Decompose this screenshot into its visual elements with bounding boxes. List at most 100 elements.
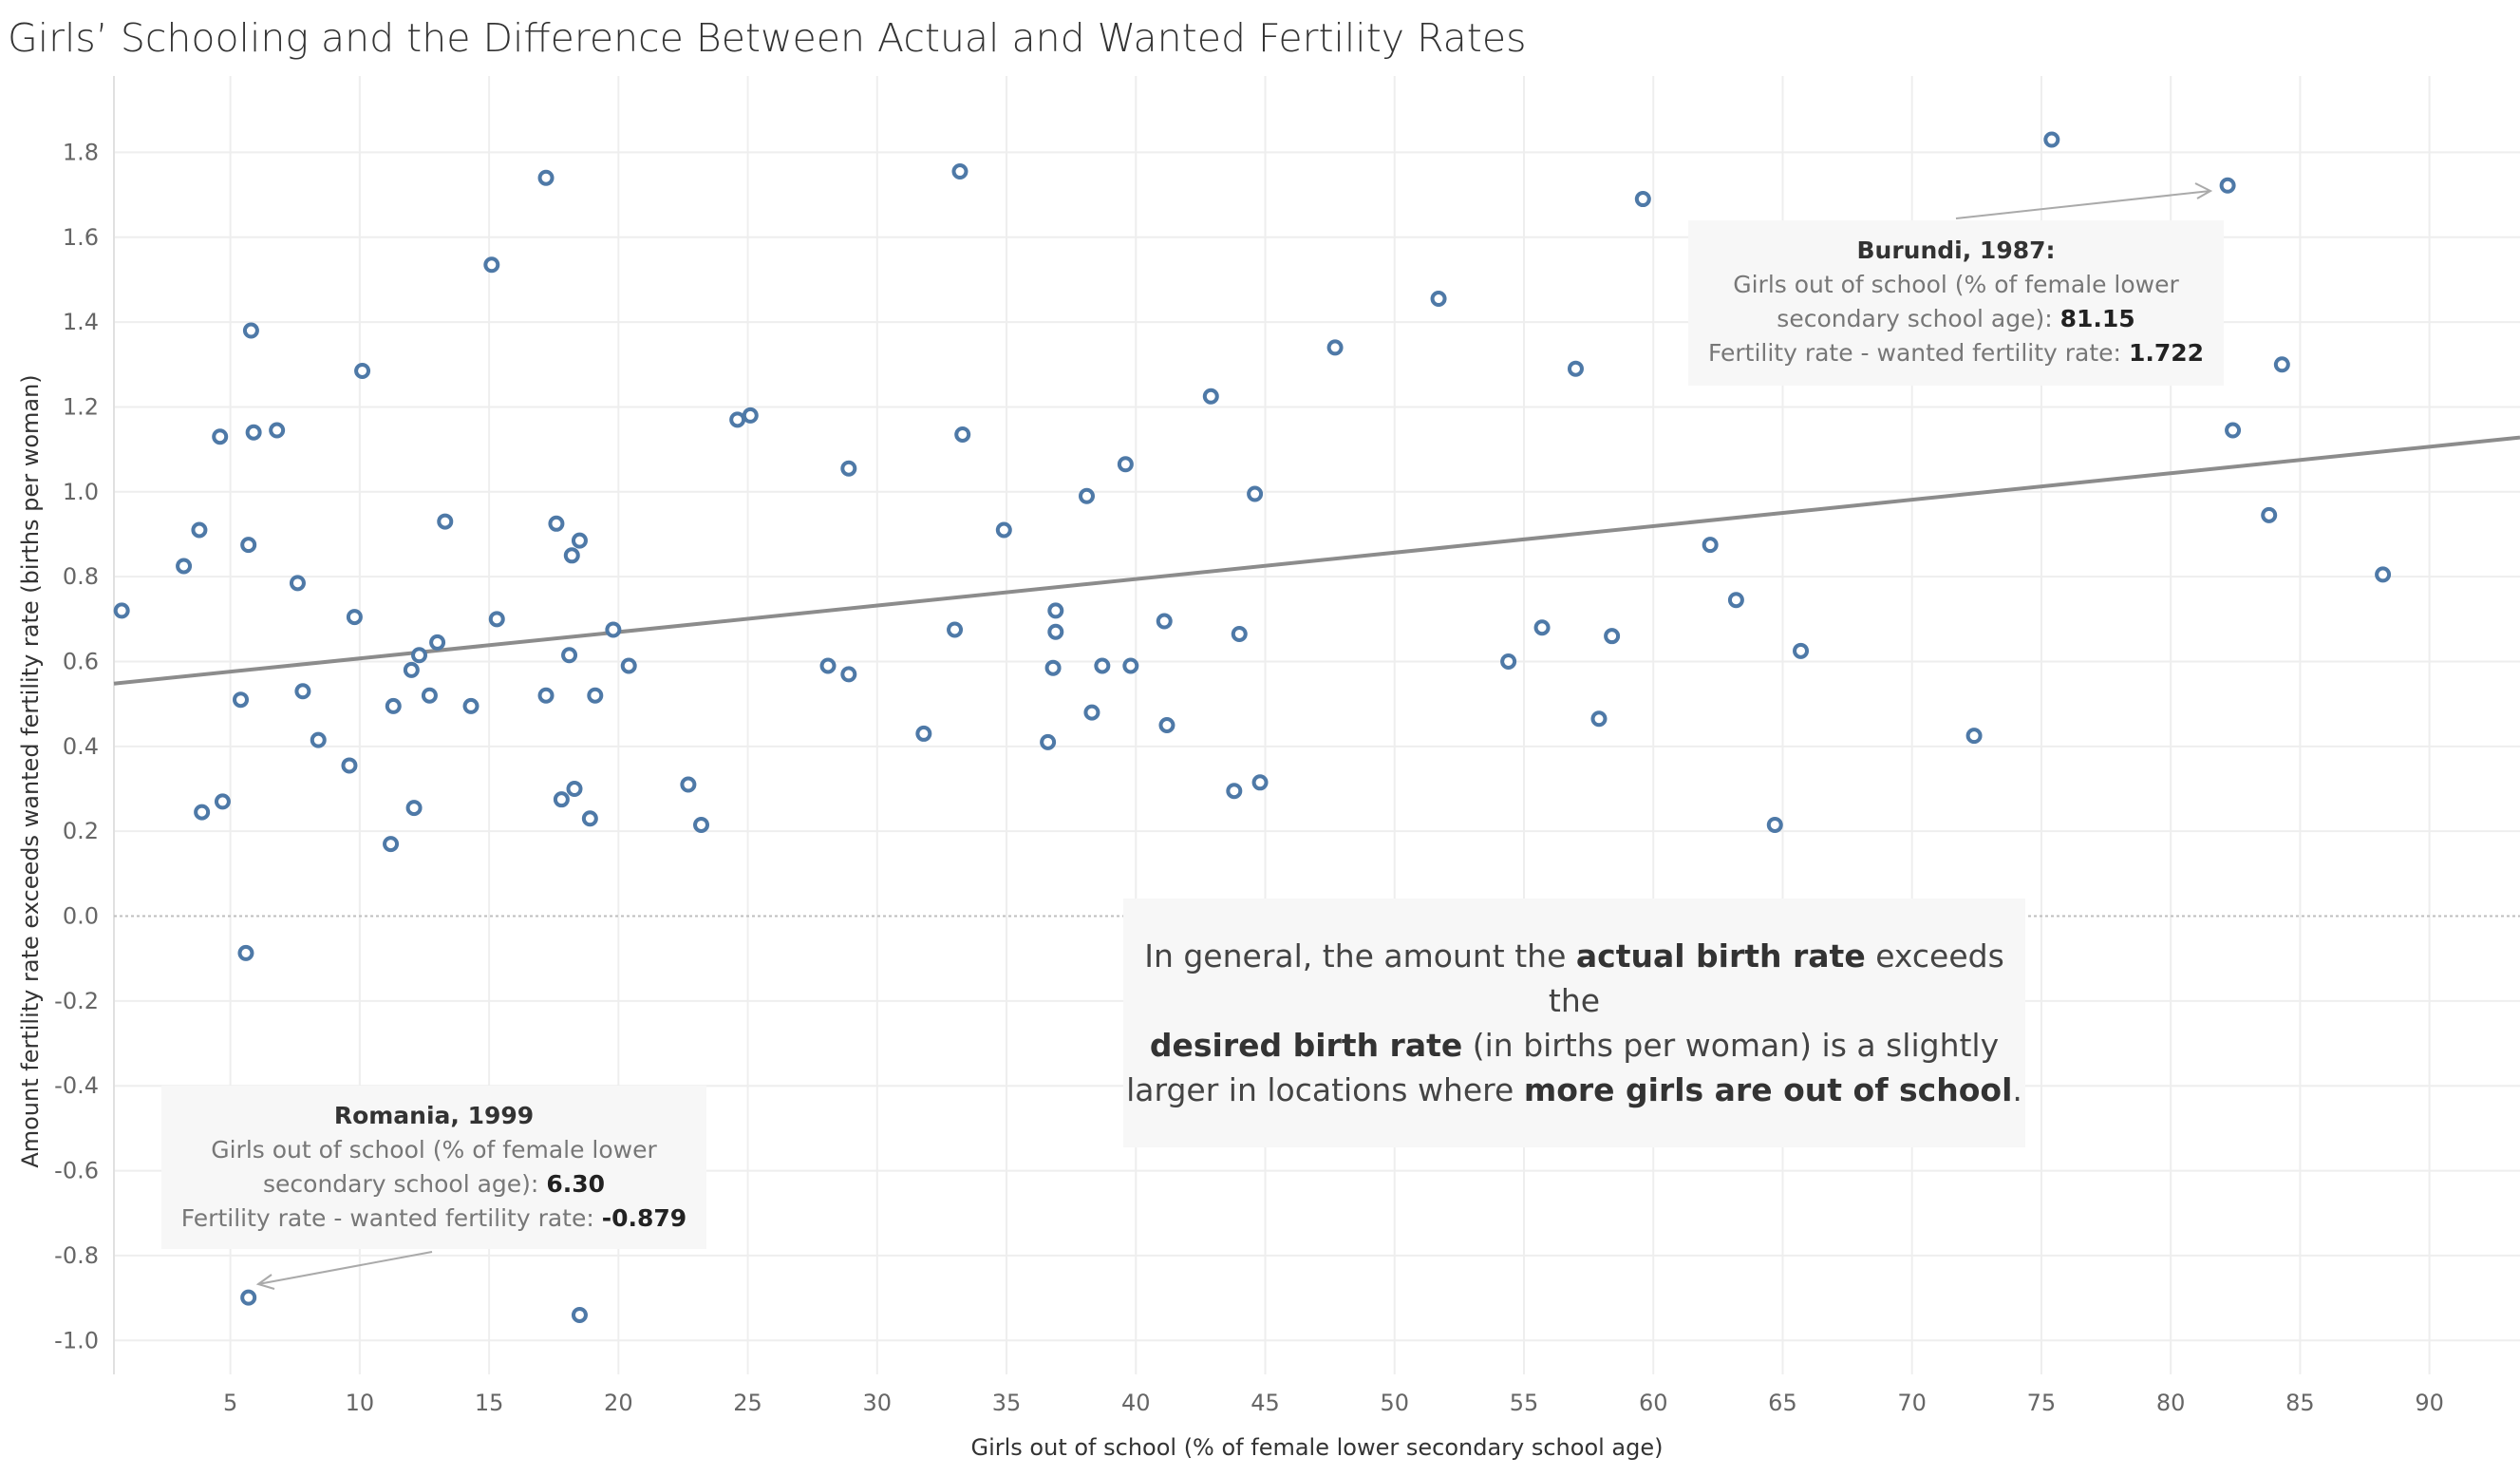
x-tick-label: 90 — [2415, 1390, 2444, 1416]
romania-annotation: Romania, 1999 Girls out of school (% of … — [161, 1086, 706, 1249]
romania-y-value: -0.879 — [601, 1204, 687, 1232]
data-point — [1500, 653, 1517, 670]
romania-heading: Romania, 1999 — [333, 1102, 535, 1129]
x-tick-label: 70 — [1897, 1390, 1927, 1416]
note-bold-actual: actual birth rate — [1575, 937, 1866, 975]
data-point — [571, 532, 588, 549]
romania-x-value: 6.30 — [546, 1170, 605, 1198]
data-point — [245, 424, 262, 441]
data-point — [1247, 485, 1264, 502]
data-point — [310, 731, 327, 748]
data-point — [289, 575, 306, 592]
data-point — [1533, 619, 1551, 636]
data-point — [385, 697, 402, 714]
data-point — [553, 791, 570, 808]
burundi-y-label: Fertility rate - wanted fertility rate: — [1707, 339, 2121, 367]
summary-text: In general, the amount the actual birth … — [1123, 934, 2025, 1112]
data-point — [1702, 537, 1719, 554]
data-point — [294, 683, 311, 700]
data-point — [1965, 728, 1983, 745]
x-tick-label: 55 — [1510, 1390, 1539, 1416]
data-point — [2375, 566, 2392, 583]
data-point — [1117, 456, 1134, 473]
data-point — [240, 537, 257, 554]
burundi-y-value: 1.722 — [2128, 339, 2205, 367]
y-axis-title: Amount fertility rate exceeds wanted fer… — [17, 374, 44, 1167]
x-tick-label: 5 — [223, 1390, 237, 1416]
x-tick-label: 80 — [2156, 1390, 2186, 1416]
data-point — [2043, 131, 2060, 148]
note-bold-girls: more girls are out of school — [1523, 1071, 2013, 1108]
burundi-x-row: secondary school age): 81.15 — [1688, 302, 2224, 336]
chart-title: Girls’ Schooling and the Difference Betw… — [8, 15, 1527, 61]
data-point — [1590, 710, 1608, 728]
data-point — [566, 781, 583, 798]
data-point — [995, 521, 1012, 539]
data-point — [1094, 657, 1111, 674]
data-point — [1047, 623, 1064, 640]
data-point — [840, 460, 857, 477]
data-point — [1047, 602, 1064, 619]
data-point — [2225, 422, 2242, 439]
data-point — [742, 407, 759, 424]
x-tick-label: 15 — [475, 1390, 504, 1416]
x-tick-label: 60 — [1639, 1390, 1668, 1416]
data-point — [729, 411, 746, 428]
data-point — [212, 428, 229, 445]
burundi-x-label-1: Girls out of school (% of female lower — [1733, 271, 2179, 298]
romania-y-label: Fertility rate - wanted fertility rate: — [180, 1204, 594, 1232]
data-point — [1040, 733, 1057, 750]
data-point — [421, 687, 438, 704]
data-point — [242, 322, 259, 339]
data-point — [437, 513, 454, 530]
data-point — [191, 521, 208, 539]
x-tick-label: 65 — [1768, 1390, 1797, 1416]
summary-note: In general, the amount the actual birth … — [1123, 899, 2025, 1147]
data-point — [1604, 628, 1621, 645]
data-point — [240, 1289, 257, 1306]
romania-arrow-line — [257, 1251, 433, 1285]
x-tick-label: 10 — [346, 1390, 375, 1416]
data-point — [1231, 625, 1248, 642]
x-tick-label: 75 — [2027, 1390, 2057, 1416]
y-tick-label: 0.6 — [63, 648, 99, 674]
data-point — [537, 687, 555, 704]
y-tick-label: 0.4 — [63, 733, 99, 760]
data-point — [194, 804, 211, 821]
data-point — [113, 602, 130, 619]
note-text-3: (in births per woman) is a slightly — [1462, 1027, 2000, 1064]
data-point — [1122, 657, 1139, 674]
y-tick-label: 0.8 — [63, 563, 99, 590]
x-tick-label: 45 — [1251, 1390, 1280, 1416]
data-point — [947, 621, 964, 638]
romania-x-label-1: Girls out of school (% of female lower — [211, 1136, 657, 1164]
data-point — [2219, 177, 2236, 194]
y-tick-label: 1.4 — [63, 309, 99, 335]
y-tick-label: 1.8 — [63, 139, 99, 165]
data-point — [819, 657, 837, 674]
burundi-x-value: 81.15 — [2059, 305, 2135, 332]
data-point — [1430, 291, 1447, 308]
data-point — [462, 697, 480, 714]
data-point — [488, 611, 505, 628]
data-point — [537, 169, 555, 186]
data-point — [269, 422, 286, 439]
data-point — [571, 1306, 588, 1323]
data-point — [1326, 339, 1344, 356]
y-tick-label: -1.0 — [54, 1327, 99, 1353]
data-point — [581, 810, 598, 827]
y-tick-label: 0.0 — [63, 903, 99, 930]
annotation-arrows — [255, 182, 2213, 1290]
data-point — [680, 776, 697, 793]
data-points — [113, 131, 2392, 1323]
data-point — [915, 725, 932, 742]
data-point — [605, 621, 622, 638]
data-point — [346, 609, 363, 626]
romania-y-row: Fertility rate - wanted fertility rate: … — [161, 1202, 706, 1236]
data-point — [620, 657, 637, 674]
data-point — [1156, 613, 1173, 630]
y-tick-label: -0.6 — [54, 1158, 99, 1184]
data-point — [214, 793, 231, 810]
romania-x-label-2: secondary school age): — [263, 1170, 539, 1198]
y-axis-ticks: -1.0 -0.8 -0.6 -0.4 -0.2 0.0 0.2 0.4 0.6 0.8 1.0 1.… — [54, 139, 99, 1353]
